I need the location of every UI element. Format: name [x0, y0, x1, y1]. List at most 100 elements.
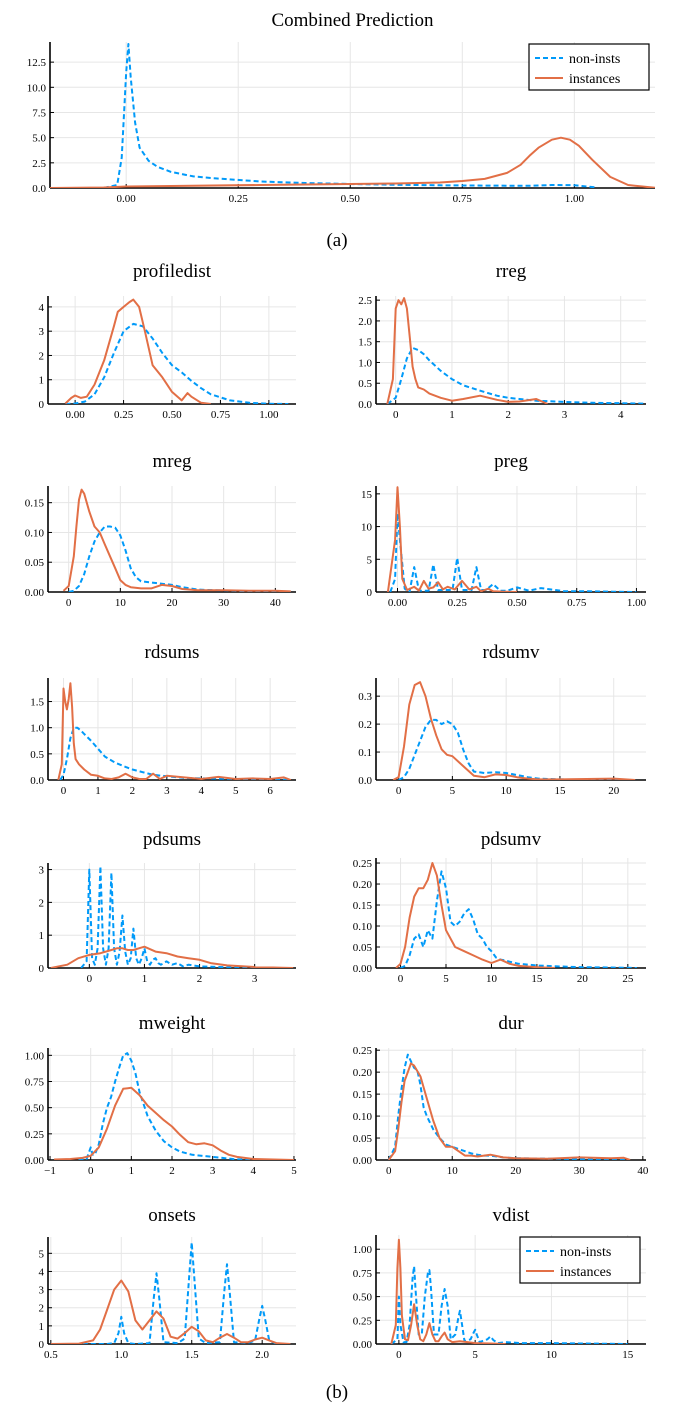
x-tick-label: 20: [167, 597, 179, 609]
series-line-instances: [386, 486, 518, 592]
y-tick-label: 0.25: [353, 1315, 373, 1327]
chart-title: rreg: [496, 261, 527, 282]
y-tick-label: 0.05: [353, 942, 373, 954]
x-tick-label: 1.0: [114, 1349, 128, 1361]
y-tick-label: 0.25: [353, 1045, 373, 1057]
y-tick-label: 0.15: [353, 900, 373, 912]
y-tick-label: 1.0: [30, 723, 44, 735]
x-tick-label: 5: [291, 1165, 297, 1177]
series-line-non-insts: [78, 1052, 254, 1160]
y-tick-label: 0: [367, 587, 373, 599]
x-tick-label: 0.00: [388, 597, 408, 609]
y-tick-label: 0.3: [358, 691, 372, 703]
chart-title: onsets: [148, 1205, 196, 1226]
legend: non-insts instances: [519, 1236, 641, 1284]
series-line-instances: [50, 945, 294, 968]
chart-title: rdsumv: [483, 642, 541, 663]
y-tick-label: 10.0: [27, 82, 47, 94]
x-tick-label: 0: [386, 1165, 392, 1177]
chart-title: Combined Prediction: [271, 10, 434, 31]
caption-a: (a): [326, 230, 347, 251]
y-tick-label: 0.00: [353, 963, 373, 975]
series-line-instances: [395, 862, 556, 968]
y-tick-label: 2.5: [358, 295, 372, 307]
y-tick-label: 1.5: [358, 337, 372, 349]
x-tick-label: 0: [88, 1165, 94, 1177]
x-tick-label: 0.00: [117, 193, 137, 205]
y-tick-label: 0: [39, 1339, 45, 1351]
x-tick-label: 0: [87, 973, 93, 985]
x-tick-label: 0.50: [341, 193, 361, 205]
series-line-instances: [50, 1279, 291, 1344]
x-tick-label: 0.25: [114, 409, 134, 421]
y-tick-label: 0.0: [30, 775, 44, 787]
legend: non-insts instances: [528, 43, 650, 91]
x-tick-label: 30: [574, 1165, 586, 1177]
x-tick-label: 0.75: [211, 409, 231, 421]
y-tick-label: 1.00: [25, 1050, 45, 1062]
chart-title: profiledist: [133, 261, 212, 282]
chart-mweight: −1 0 1 2 3 4 5 0.00 0.25 0.50 0.75 1.00 mweight: [25, 1013, 297, 1177]
x-tick-label: 0: [396, 785, 402, 797]
legend-label-non-insts: non-insts: [569, 52, 620, 67]
y-tick-label: 0.00: [25, 1155, 45, 1167]
chart-title: pdsumv: [481, 829, 542, 850]
y-tick-label: 0.15: [25, 498, 45, 510]
legend-box: [519, 1236, 641, 1284]
y-tick-label: 1.00: [353, 1244, 373, 1256]
y-tick-label: 0.10: [25, 527, 45, 539]
x-tick-label: 10: [115, 597, 127, 609]
y-tick-label: 2.5: [32, 158, 46, 170]
y-tick-label: 0: [39, 399, 45, 411]
y-tick-label: 5: [367, 554, 373, 566]
x-tick-label: 6: [267, 785, 273, 797]
legend-label-instances: instances: [569, 72, 620, 87]
series-line-non-insts: [65, 322, 289, 404]
x-tick-label: 20: [608, 785, 620, 797]
y-tick-label: 0.05: [25, 557, 45, 569]
x-tick-label: 1.00: [259, 409, 279, 421]
y-tick-label: 0.50: [25, 1103, 45, 1115]
y-tick-label: 0.00: [25, 587, 45, 599]
series-line-non-insts: [50, 1241, 291, 1344]
y-tick-label: 2.0: [358, 316, 372, 328]
legend-label-instances: instances: [560, 1265, 611, 1280]
x-tick-label: 4: [251, 1165, 257, 1177]
y-tick-label: 1.5: [30, 697, 44, 709]
x-tick-label: 2: [197, 973, 203, 985]
y-tick-label: 0.0: [358, 399, 372, 411]
x-tick-label: 3: [252, 973, 258, 985]
y-tick-label: 5: [39, 1248, 45, 1260]
x-tick-label: 5: [443, 973, 449, 985]
series-line-instances: [50, 136, 655, 188]
x-tick-label: 1.00: [627, 597, 647, 609]
chart-title: dur: [498, 1013, 524, 1034]
x-tick-label: 1: [449, 409, 455, 421]
chart-title: mreg: [152, 451, 192, 472]
series-line-instances: [62, 488, 291, 592]
y-tick-label: 0.75: [25, 1076, 45, 1088]
y-tick-label: 7.5: [32, 107, 46, 119]
chart-title: rdsums: [145, 642, 200, 663]
chart-pdsums: 0 1 2 3 0 1 2 3 pdsums: [39, 829, 296, 985]
y-tick-label: 2: [39, 350, 45, 362]
y-tick-label: 0.15: [353, 1089, 373, 1101]
series-line-instances: [386, 297, 549, 404]
x-tick-label: 1.00: [565, 193, 585, 205]
x-tick-label: 0: [396, 1349, 402, 1361]
series-line-non-insts: [68, 525, 291, 592]
chart-title: mweight: [139, 1013, 206, 1034]
series-line-instances: [387, 1062, 631, 1160]
x-tick-label: 10: [486, 973, 498, 985]
chart-rreg: 0 1 2 3 4 0.0 0.5 1.0 1.5 2.0 2.5 rreg: [358, 261, 646, 421]
x-tick-label: 0.5: [44, 1349, 58, 1361]
y-tick-label: 2: [39, 897, 45, 909]
y-tick-label: 0.2: [358, 719, 372, 731]
x-tick-label: 0.75: [453, 193, 473, 205]
x-tick-label: 10: [447, 1165, 459, 1177]
x-tick-label: 0.50: [507, 597, 527, 609]
series-line-non-insts: [386, 346, 644, 404]
x-tick-label: 2.0: [255, 1349, 269, 1361]
chart-title: preg: [494, 451, 528, 472]
chart-profiledist: 0.00 0.25 0.50 0.75 1.00 0 1 2 3 4 profiledist: [39, 261, 296, 421]
